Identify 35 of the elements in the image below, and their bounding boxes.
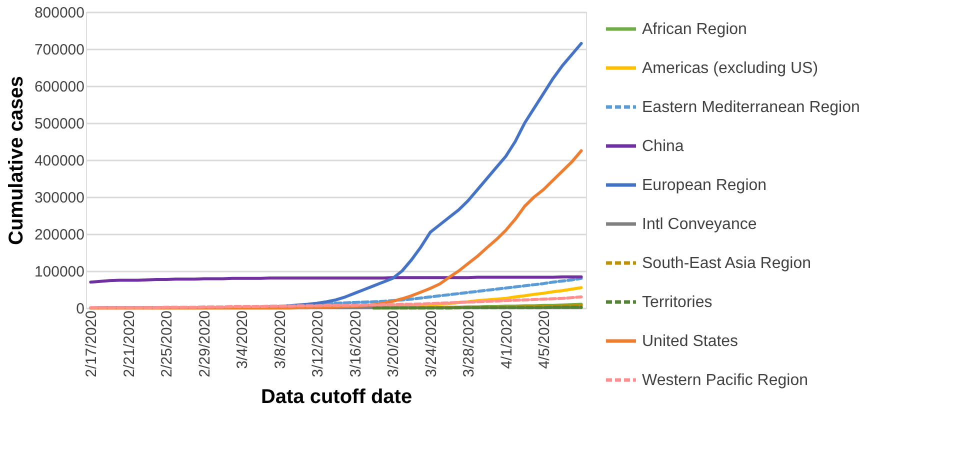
x-tick-label: 3/8/2020 [272, 310, 289, 369]
legend-label: Western Pacific Region [642, 372, 808, 389]
legend-label: United States [642, 333, 738, 350]
x-tick-label: 4/1/2020 [498, 310, 516, 369]
x-tick-label: 2/17/2020 [83, 310, 100, 378]
y-tick-label: 600000 [34, 78, 84, 96]
x-tick-label: 3/12/2020 [310, 310, 327, 378]
y-tick-label: 800000 [34, 4, 84, 22]
y-tick-label: 200000 [34, 226, 84, 244]
x-axis-title: Data cutoff date [260, 386, 412, 408]
y-tick-label: 300000 [34, 190, 84, 206]
legend-label: Territories [642, 294, 712, 311]
legend-label: Americas (excluding US) [642, 60, 818, 77]
legend-label: African Region [642, 21, 747, 38]
line-series [89, 295, 583, 310]
x-tick-label: 3/16/2020 [347, 310, 364, 378]
y-tick-label: 0 [76, 300, 84, 318]
y-tick-label: 500000 [34, 116, 84, 132]
y-tick-label: 400000 [34, 152, 84, 170]
legend-label: China [642, 138, 684, 155]
legend-label: Intl Conveyance [642, 216, 757, 233]
legend-label: South-East Asia Region [642, 255, 811, 272]
x-tick-label: 2/25/2020 [158, 310, 176, 378]
y-axis-title: Cumulative cases [5, 76, 28, 245]
x-tick-label: 3/28/2020 [460, 310, 478, 378]
x-tick-label: 2/21/2020 [120, 310, 138, 378]
y-tick-label: 700000 [34, 42, 84, 58]
x-tick-label: 4/5/2020 [536, 310, 554, 369]
x-tick-label: 3/20/2020 [385, 310, 402, 378]
legend-label: European Region [642, 177, 767, 194]
x-tick-label: 3/4/2020 [234, 310, 252, 369]
y-tick-label: 100000 [34, 264, 84, 280]
x-tick-label: 2/29/2020 [196, 310, 214, 378]
x-tick-label: 3/24/2020 [422, 310, 440, 378]
legend-label: Eastern Mediterranean Region [642, 99, 860, 116]
